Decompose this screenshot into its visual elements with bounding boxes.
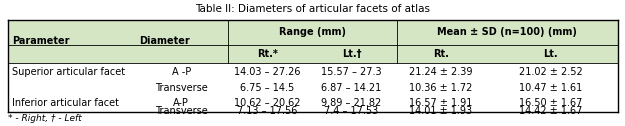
- Text: Lt.: Lt.: [544, 49, 558, 59]
- Bar: [8, 20, 618, 63]
- Text: 16.50 ± 1.67: 16.50 ± 1.67: [519, 98, 582, 108]
- Text: Range (mm): Range (mm): [279, 27, 346, 37]
- Text: A-P: A-P: [173, 98, 189, 108]
- Text: 21.24 ± 2.39: 21.24 ± 2.39: [409, 67, 472, 76]
- Text: 7.4 – 17.53: 7.4 – 17.53: [324, 106, 379, 116]
- Text: 14.42 ± 1.67: 14.42 ± 1.67: [519, 106, 582, 116]
- Text: 21.02 ± 2.52: 21.02 ± 2.52: [519, 67, 582, 76]
- Text: 6.87 – 14.21: 6.87 – 14.21: [321, 83, 382, 93]
- Text: 7.13 – 17.56: 7.13 – 17.56: [237, 106, 298, 116]
- Text: A -P: A -P: [172, 67, 191, 76]
- Text: Inferior articular facet: Inferior articular facet: [12, 98, 119, 108]
- Text: * - Right, † - Left: * - Right, † - Left: [8, 114, 81, 123]
- Text: 16.57 ± 1.91: 16.57 ± 1.91: [409, 98, 472, 108]
- Text: Rt.: Rt.: [432, 49, 449, 59]
- Text: Mean ± SD (n=100) (mm): Mean ± SD (n=100) (mm): [438, 27, 577, 37]
- Text: 14.01 ± 1.93: 14.01 ± 1.93: [409, 106, 472, 116]
- Text: Parameter: Parameter: [12, 36, 70, 46]
- Text: 6.75 – 14.5: 6.75 – 14.5: [240, 83, 294, 93]
- Text: Rt.*: Rt.*: [257, 49, 278, 59]
- Text: Diameter: Diameter: [139, 36, 190, 46]
- Text: Transverse: Transverse: [155, 83, 208, 93]
- Text: 10.62 – 20.62: 10.62 – 20.62: [234, 98, 301, 108]
- Text: Superior articular facet: Superior articular facet: [12, 67, 126, 76]
- Text: 14.03 – 27.26: 14.03 – 27.26: [234, 67, 301, 76]
- Text: 15.57 – 27.3: 15.57 – 27.3: [321, 67, 382, 76]
- Text: 9.89 – 21.82: 9.89 – 21.82: [321, 98, 382, 108]
- Text: 10.47 ± 1.61: 10.47 ± 1.61: [519, 83, 582, 93]
- Text: Transverse: Transverse: [155, 106, 208, 116]
- Text: Table II: Diameters of articular facets of atlas: Table II: Diameters of articular facets …: [195, 4, 430, 14]
- Text: Lt.†: Lt.†: [342, 49, 361, 59]
- Text: 10.36 ± 1.72: 10.36 ± 1.72: [409, 83, 472, 93]
